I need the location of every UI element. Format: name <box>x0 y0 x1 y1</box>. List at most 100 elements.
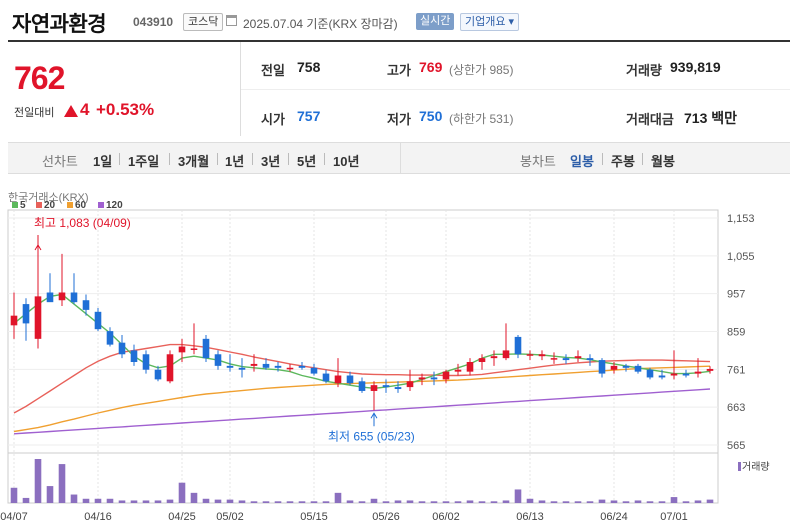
candle-body <box>694 371 702 374</box>
candle-body <box>286 367 294 370</box>
volume-bar <box>274 501 282 503</box>
volume-bar <box>622 501 630 503</box>
candle-body <box>346 375 354 384</box>
volume-bar <box>382 501 390 503</box>
volume-bar <box>346 500 354 503</box>
volume-bar <box>670 497 678 503</box>
candle-body <box>514 336 522 355</box>
candle-body <box>406 381 414 388</box>
company-overview-button[interactable]: 기업개요 ▾ <box>460 13 520 31</box>
legend-ma20: 20 <box>36 200 55 211</box>
candle-body <box>226 365 234 368</box>
volume-bar <box>94 498 102 503</box>
header: 자연과환경 043910 코스닥 2025.07.04 기준(KRX 장마감) … <box>0 0 790 40</box>
x-tick-label: 06/13 <box>516 511 544 523</box>
candle-chart-label: 봉차트 <box>520 154 556 169</box>
candle-body <box>334 375 342 384</box>
volume-bar <box>418 501 426 503</box>
volume-bar <box>454 501 462 503</box>
calendar-icon <box>226 15 237 26</box>
volume-bar <box>586 501 594 503</box>
volume-bar <box>442 501 450 503</box>
candle-body <box>598 360 606 374</box>
candle-body <box>634 365 642 372</box>
candle-body <box>274 365 282 368</box>
volume-bar <box>286 501 294 503</box>
period-1w[interactable]: 1주일 <box>128 154 160 169</box>
volume-bar <box>238 500 246 503</box>
period-3y[interactable]: 3년 <box>261 154 281 169</box>
volume-bar <box>46 486 54 503</box>
amount-value: 713 백만 <box>684 110 738 126</box>
volume-label: 거래량 <box>626 63 662 78</box>
volume-bar <box>478 501 486 503</box>
volume-bar <box>430 501 438 503</box>
volume-bar <box>202 498 210 503</box>
volume-bar <box>334 492 342 503</box>
candle-monthly[interactable]: 월봉 <box>651 154 675 169</box>
high-value: 769 <box>419 59 443 75</box>
volume-bar <box>10 487 18 503</box>
candle-body <box>682 373 690 376</box>
date-text: 2025.07.04 기준(KRX 장마감) <box>243 17 398 31</box>
separator <box>324 153 325 165</box>
y-tick-label: 1,055 <box>727 251 755 263</box>
candle-body <box>58 292 66 301</box>
divider <box>8 40 790 42</box>
separator <box>602 153 603 165</box>
period-3m[interactable]: 3개월 <box>178 154 210 169</box>
ma20-line <box>13 343 711 414</box>
period-5y[interactable]: 5년 <box>297 154 317 169</box>
x-tick-label: 05/26 <box>372 511 400 523</box>
candle-body <box>238 367 246 370</box>
candle-body <box>622 365 630 368</box>
volume-bar <box>310 501 318 503</box>
candle-body <box>370 385 378 391</box>
x-tick-label: 04/07 <box>0 511 28 523</box>
open-label: 시가 <box>261 112 285 127</box>
candle-body <box>310 367 318 374</box>
up-triangle-icon <box>64 105 78 117</box>
period-1y[interactable]: 1년 <box>225 154 245 169</box>
price-summary: 762 전일대비 4 +0.53% <box>8 42 240 136</box>
candle-body <box>442 371 450 380</box>
candle-body <box>550 358 558 360</box>
volume-bar <box>322 501 330 503</box>
candle-body <box>706 368 714 371</box>
volume-legend-swatch <box>738 462 741 471</box>
candle-body <box>178 346 186 353</box>
volume-bar <box>658 501 666 503</box>
volume-bar <box>562 501 570 503</box>
separator <box>169 153 170 165</box>
period-10y[interactable]: 10년 <box>333 154 360 169</box>
candle-body <box>46 292 54 303</box>
volume-value: 939,819 <box>670 59 721 75</box>
volume-bar <box>538 500 546 503</box>
candle-daily[interactable]: 일봉 <box>570 154 594 169</box>
volume-bar <box>706 499 714 503</box>
candle-body <box>130 350 138 362</box>
volume-bar <box>34 459 42 503</box>
realtime-button[interactable]: 실시간 <box>416 13 455 30</box>
volume-bar <box>574 501 582 503</box>
volume-bar <box>214 499 222 503</box>
candle-weekly[interactable]: 주봉 <box>611 154 635 169</box>
candle-body <box>10 315 18 326</box>
x-tick-label: 04/25 <box>168 511 196 523</box>
candle-body <box>466 361 474 372</box>
current-price: 762 <box>14 60 65 96</box>
y-tick-label: 1,153 <box>727 213 755 225</box>
period-1d[interactable]: 1일 <box>93 154 113 169</box>
volume-bar <box>130 500 138 503</box>
volume-bar <box>142 500 150 503</box>
volume-bar <box>190 492 198 503</box>
legend-label: 60 <box>75 200 87 211</box>
candle-body <box>418 377 426 380</box>
candle-body <box>322 373 330 382</box>
volume-bar <box>178 482 186 503</box>
candle-body <box>394 387 402 390</box>
candle-body <box>586 358 594 361</box>
candle-body <box>118 342 126 355</box>
price-change: 4 <box>80 100 90 119</box>
